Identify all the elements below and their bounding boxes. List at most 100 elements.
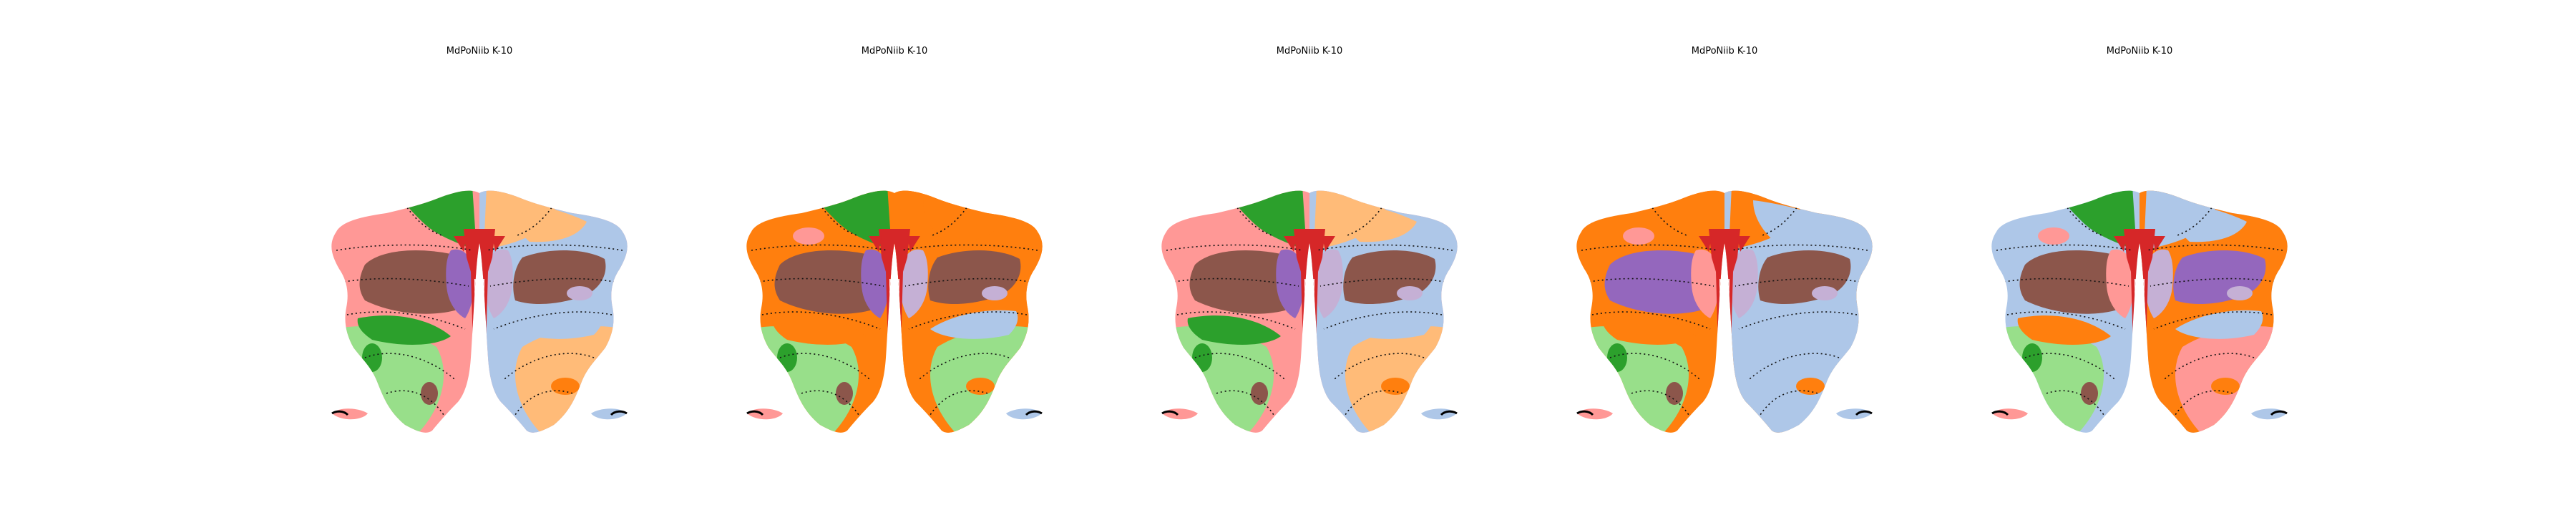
flocculus-right <box>2251 408 2287 420</box>
panel-title: MdPoNiib K-10 <box>2106 46 2173 57</box>
region-left-mid <box>1604 250 1711 314</box>
region-patch <box>551 378 580 395</box>
region-right-inner <box>899 249 928 318</box>
region-right-top <box>1753 200 1832 242</box>
region-vermis-wings <box>454 236 505 252</box>
flatmap-group <box>1161 190 1458 433</box>
region-patch <box>567 286 592 300</box>
flocculus-left-edge <box>331 410 349 416</box>
region-left-low <box>1602 315 1696 345</box>
region-right-low <box>2175 310 2263 339</box>
contour-line <box>1176 311 1296 330</box>
region-left-inner <box>861 249 889 318</box>
region-patch <box>1812 286 1838 300</box>
panel-title: MdPoNiib K-10 <box>446 46 513 57</box>
contour-line <box>2150 278 2280 287</box>
flatmap-panel-5: MdPoNiib K-10 <box>1932 0 2347 515</box>
region-patch <box>836 382 853 405</box>
region-patch <box>793 227 824 245</box>
region-left-mid <box>774 250 881 314</box>
region-left-low <box>2017 315 2111 345</box>
region-patch <box>982 286 1008 300</box>
contour-line <box>761 311 881 330</box>
region-patch <box>2038 227 2069 245</box>
flocculus-left-edge <box>1576 410 1594 416</box>
region-right-inner <box>1729 249 1758 318</box>
contour-line <box>754 278 884 287</box>
flocculus-left-edge <box>1991 410 2009 416</box>
flocculus-right-edge <box>2270 410 2288 416</box>
flatmap-group <box>1991 190 2288 433</box>
flocculus-left-edge <box>1161 410 1179 416</box>
contour-line <box>489 278 620 287</box>
flatmap-group <box>1576 190 1873 433</box>
contour-line <box>1169 278 1299 287</box>
region-left-low <box>357 315 451 345</box>
region-left-mid <box>359 250 466 314</box>
flocculus-right-edge <box>1025 410 1043 416</box>
region-left-mid <box>1189 250 1296 314</box>
region-left-low <box>772 315 866 345</box>
region-right-low <box>1345 310 1433 339</box>
contour-line <box>2153 311 2273 330</box>
region-patch <box>2211 378 2240 395</box>
midline-cleft <box>889 279 899 408</box>
flocculus-left <box>332 408 368 420</box>
region-patch <box>1397 286 1423 300</box>
region-right-top <box>1338 200 1417 242</box>
region-patch <box>1666 382 1683 405</box>
flocculus-right-edge <box>1440 410 1458 416</box>
cerebellar-flatmap <box>1161 190 1458 433</box>
midline-cleft <box>474 279 484 408</box>
midline-cleft <box>1304 279 1314 408</box>
region-right-top <box>2168 200 2247 242</box>
contour-line <box>1319 278 1450 287</box>
flocculus-right <box>1421 408 1457 420</box>
region-right-top <box>508 200 587 242</box>
flatmap-panel-4: MdPoNiib K-10 <box>1517 0 1932 515</box>
panel-title: MdPoNiib K-10 <box>1691 46 1758 57</box>
flocculus-left <box>1162 408 1198 420</box>
midline-cleft <box>1719 279 1729 408</box>
contour-line <box>339 278 469 287</box>
region-vermis-wings <box>1284 236 1335 252</box>
region-patch <box>421 382 438 405</box>
flatmap-group <box>746 190 1043 433</box>
cerebellar-flatmap <box>746 190 1043 433</box>
flatmap-group <box>331 190 628 433</box>
flocculus-right <box>1006 408 1042 420</box>
region-patch <box>1208 227 1239 245</box>
contour-line <box>1591 311 1711 330</box>
region-left-inner <box>2106 249 2135 318</box>
contour-line <box>1735 278 1865 287</box>
region-left-inner <box>1691 249 1719 318</box>
region-right-top <box>923 200 1002 242</box>
contour-line <box>1323 311 1443 330</box>
region-right-inner <box>1314 249 1343 318</box>
contour-line <box>346 311 466 330</box>
region-patch <box>1251 382 1268 405</box>
region-left-inner <box>446 249 474 318</box>
flocculus-right <box>1836 408 1872 420</box>
flocculus-left-edge <box>746 410 764 416</box>
flocculus-right-edge <box>610 410 628 416</box>
region-patch <box>1623 227 1654 245</box>
panel-title: MdPoNiib K-10 <box>1276 46 1343 57</box>
contour-line <box>1584 278 1714 287</box>
contour-line <box>904 278 1035 287</box>
region-patch <box>2081 382 2098 405</box>
region-vermis-wings <box>2114 236 2165 252</box>
contour-line <box>2006 311 2126 330</box>
region-patch <box>378 227 409 245</box>
region-right-low <box>930 310 1018 339</box>
midline-cleft <box>2135 279 2145 408</box>
cerebellar-flatmap <box>1991 190 2288 433</box>
region-patch <box>2227 286 2253 300</box>
contour-line <box>493 311 613 330</box>
region-left-mid <box>2019 250 2126 314</box>
region-vermis-wings <box>1699 236 1750 252</box>
flocculus-right-edge <box>1855 410 1873 416</box>
cerebellar-flatmap <box>331 190 628 433</box>
region-right-inner <box>484 249 513 318</box>
